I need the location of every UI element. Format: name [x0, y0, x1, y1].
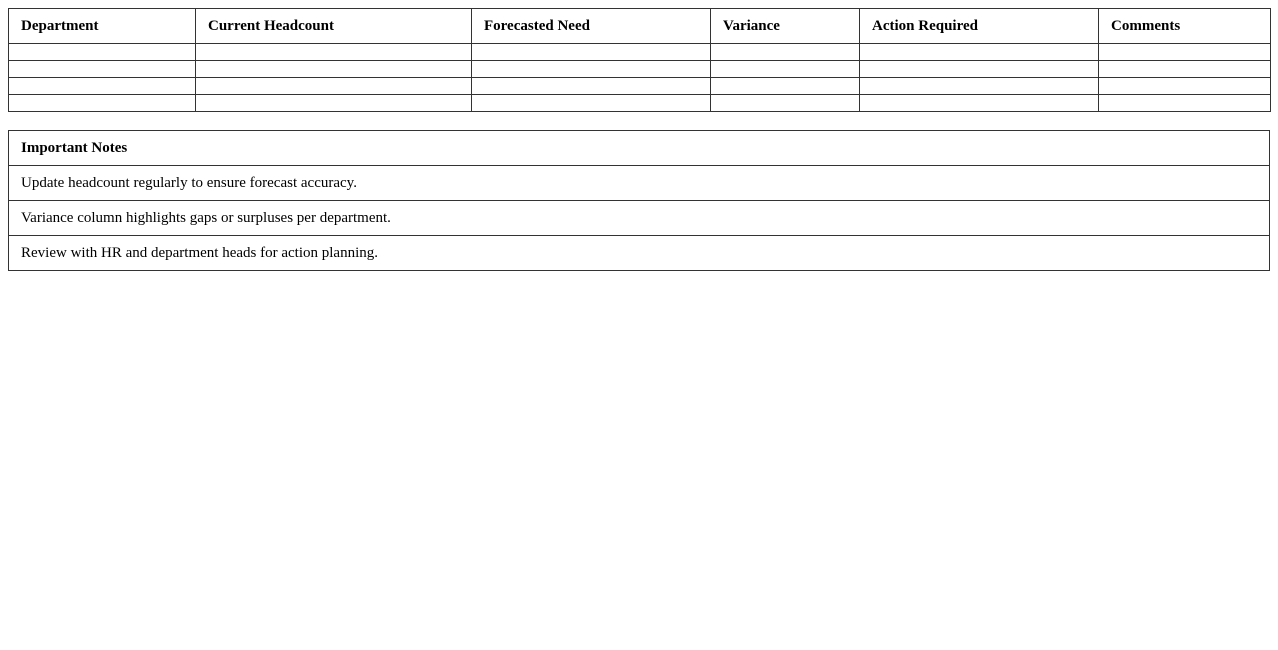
table-cell: [195, 94, 472, 112]
table-cell: [859, 43, 1099, 61]
table-cell: [471, 43, 711, 61]
header-forecasted-need: Forecasted Need: [471, 8, 711, 44]
table-row: [8, 94, 1271, 112]
important-notes-table: Important Notes Update headcount regular…: [8, 130, 1270, 271]
table-cell: [859, 94, 1099, 112]
table-cell: [195, 60, 472, 78]
table-cell: [859, 60, 1099, 78]
table-cell: [1098, 43, 1271, 61]
table-cell: [710, 60, 860, 78]
header-department: Department: [8, 8, 196, 44]
notes-header-row: Important Notes: [8, 130, 1270, 166]
table-cell: [710, 94, 860, 112]
note-row: Variance column highlights gaps or surpl…: [8, 200, 1270, 236]
header-action-required: Action Required: [859, 8, 1099, 44]
header-variance: Variance: [710, 8, 860, 44]
note-row: Update headcount regularly to ensure for…: [8, 165, 1270, 201]
headcount-planning-table: Department Current Headcount Forecasted …: [8, 8, 1271, 112]
table-row: [8, 43, 1271, 61]
table-cell: [471, 60, 711, 78]
table-header-row: Department Current Headcount Forecasted …: [8, 8, 1271, 44]
table-row: [8, 77, 1271, 95]
note-item: Update headcount regularly to ensure for…: [8, 165, 1270, 201]
table-row: [8, 60, 1271, 78]
note-item: Variance column highlights gaps or surpl…: [8, 200, 1270, 236]
table-cell: [1098, 94, 1271, 112]
table-cell: [8, 43, 196, 61]
table-cell: [8, 60, 196, 78]
table-cell: [710, 77, 860, 95]
table-cell: [195, 77, 472, 95]
table-cell: [8, 77, 196, 95]
table-cell: [471, 77, 711, 95]
table-cell: [195, 43, 472, 61]
table-cell: [710, 43, 860, 61]
note-item: Review with HR and department heads for …: [8, 235, 1270, 271]
notes-title: Important Notes: [8, 130, 1270, 166]
header-current-headcount: Current Headcount: [195, 8, 472, 44]
table-cell: [471, 94, 711, 112]
table-cell: [1098, 77, 1271, 95]
table-cell: [8, 94, 196, 112]
note-row: Review with HR and department heads for …: [8, 235, 1270, 271]
header-comments: Comments: [1098, 8, 1271, 44]
table-cell: [859, 77, 1099, 95]
table-cell: [1098, 60, 1271, 78]
